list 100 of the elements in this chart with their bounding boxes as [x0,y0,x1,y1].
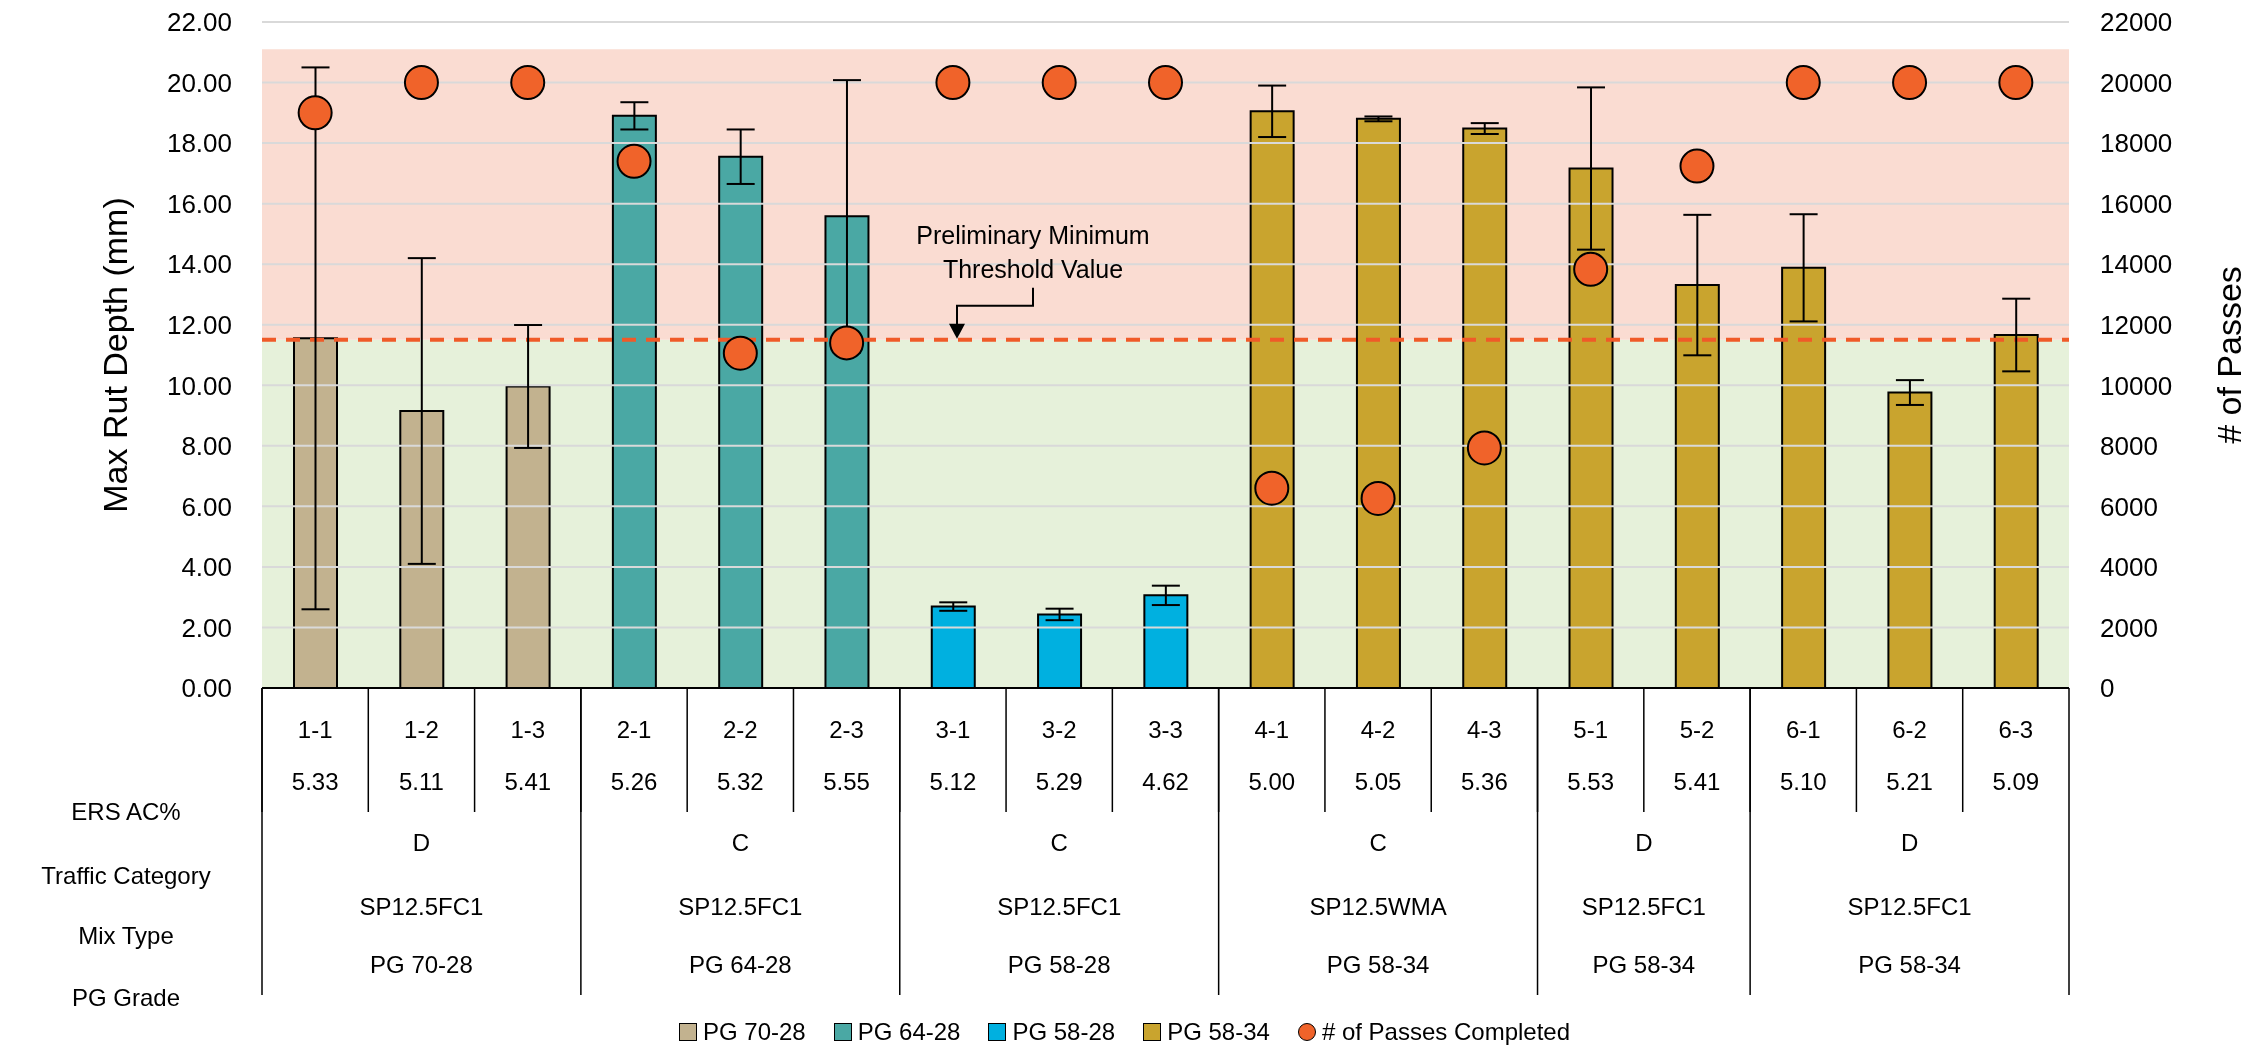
x-tick-label: 1-3 [510,716,546,743]
text: Traffic Category [41,862,211,889]
point [616,143,652,179]
text: PG 58-34 [1858,951,1961,978]
y-tick-label: 4.00 [181,552,232,583]
text: PG 70-28 [370,951,473,978]
text: 5.41 [1673,768,1721,795]
legend-label: PG 58-28 [1012,1018,1116,1046]
y-axis-title: Max Rut Depth (mm) [96,197,135,513]
text: C [1369,829,1387,856]
text: 4.62 [1142,768,1189,795]
text: SP12.5WMA [1309,893,1447,920]
x-tick-label: 3-2 [1041,716,1077,743]
x-tick-label: 5-2 [1679,716,1715,743]
text: SP12.5FC1 [1847,893,1972,920]
x-tick-label: 2-2 [722,716,758,743]
text: 5.00 [1248,768,1296,795]
text: C [1050,829,1068,856]
text: PG Grade [71,984,181,1011]
text: PG 58-34 [1326,951,1430,978]
text: 5.41 [504,768,552,795]
text: 5.29 [1035,768,1083,795]
text: SP12.5FC1 [359,893,484,920]
point [722,335,758,371]
text: SP12.5FC1 [678,893,803,920]
y2-tick-label: 20000 [2100,67,2173,98]
x-tick-label: 4-3 [1467,716,1502,743]
legend-label: PG 64-28 [857,1018,961,1046]
y2-tick-label: 22000 [2100,7,2173,38]
x-tick-label: 3-3 [1148,716,1183,743]
text: 5.11 [398,768,444,795]
point [1785,65,1821,101]
legend-label: PG 70-28 [702,1018,806,1046]
y-tick-label: 14.00 [166,249,232,280]
text: 5.05 [1354,768,1402,795]
y-tick-label: 8.00 [181,431,232,462]
x-tick-label: 3-1 [935,716,971,743]
y-tick-label: 22.00 [166,7,232,38]
text: 5.10 [1779,768,1827,795]
point [935,65,971,101]
x-tick-label: 2-3 [829,716,864,743]
y2-tick-label: 10000 [2100,370,2173,401]
ref-line-label: Preliminary Minimum Threshold Value [916,220,1150,283]
text: C [731,829,749,856]
y2-tick-label: 18000 [2100,128,2173,159]
point [829,325,865,361]
text: 5.53 [1567,768,1615,795]
y-tick-label: 2.00 [181,612,232,643]
x-tick-label: 5-1 [1573,716,1609,743]
text: 5.12 [929,768,977,795]
text: 5.21 [1886,768,1933,795]
x-tick-label: 6-2 [1892,716,1927,743]
y-tick-label: 12.00 [166,309,232,340]
text: 5.09 [1992,768,2040,795]
y-tick-label: 0.00 [181,673,232,704]
x-tick-label: 4-2 [1360,716,1396,743]
x-tick-label: 1-1 [297,716,333,743]
y-tick-label: 10.00 [166,370,232,401]
point [1360,480,1396,516]
point [297,95,333,131]
y2-axis-title: # of Passes [2210,266,2249,444]
text: D [1900,829,1919,856]
y-tick-label: 16.00 [166,188,232,219]
y2-tick-label: 14000 [2100,249,2173,280]
text: 5.33 [291,768,339,795]
x-tick-label: 1-2 [404,716,439,743]
x-tick-label: 4-1 [1254,716,1290,743]
y-tick-label: 18.00 [166,128,232,159]
point [1148,65,1183,101]
text: PG 64-28 [688,951,792,978]
legend-label: PG 58-34 [1167,1018,1270,1046]
text: 5.32 [716,768,764,795]
point [1998,65,2034,101]
y-tick-label: 6.00 [181,491,232,522]
y2-tick-label: 8000 [2100,431,2158,462]
text: 5.26 [610,768,658,795]
y2-tick-label: 12000 [2100,309,2173,340]
point [1466,430,1502,466]
text: ERS AC% [71,798,181,825]
text: 5.55 [823,768,870,795]
y2-tick-label: 4000 [2100,552,2158,583]
point [1041,65,1077,101]
point [1679,148,1715,184]
legend-label: # of Passes Completed [1321,1018,1571,1046]
point [1892,65,1928,101]
text: PG 58-34 [1592,951,1696,978]
y2-tick-label: 2000 [2100,612,2158,643]
y2-tick-label: 6000 [2100,491,2158,522]
x-tick-label: 6-1 [1785,716,1821,743]
y-tick-label: 20.00 [166,67,232,98]
text: 5.36 [1461,768,1508,795]
text: Mix Type [78,922,174,949]
text: SP12.5FC1 [1581,893,1706,920]
y2-tick-label: 0 [2100,673,2115,704]
x-tick-label: 2-1 [616,716,652,743]
text: PG 58-28 [1007,951,1111,978]
point [510,65,546,101]
text: D [1635,829,1653,856]
x-tick-label: 6-3 [1998,716,2034,743]
y2-tick-label: 16000 [2100,188,2173,219]
